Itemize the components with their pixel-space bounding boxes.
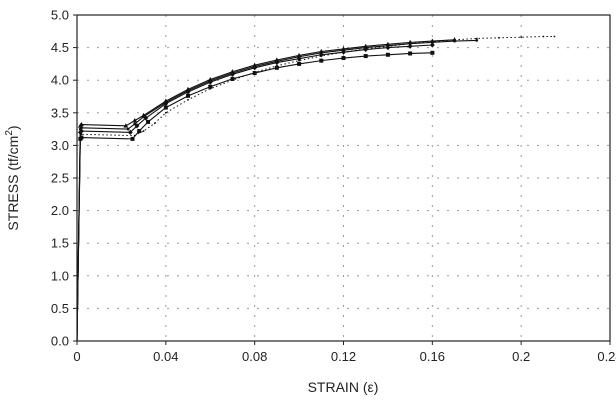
data-point-dot <box>186 89 190 93</box>
data-point-dot <box>275 64 278 67</box>
data-point-diamond <box>127 129 133 135</box>
data-point-dot <box>231 79 234 82</box>
data-point-dot <box>253 71 256 74</box>
data-point-dot <box>133 122 137 126</box>
data-point-square <box>363 54 368 59</box>
y-tick-label: 3.0 <box>51 138 69 153</box>
data-point-dot <box>409 42 412 45</box>
grid <box>77 15 610 341</box>
data-point-dot <box>275 59 279 63</box>
data-point-dot <box>342 51 345 54</box>
data-point-dot <box>231 71 234 75</box>
data-point-dot <box>453 39 456 43</box>
data-point-dot <box>553 35 556 38</box>
data-point-dot <box>80 126 83 130</box>
data-point-diamond <box>407 43 413 49</box>
data-point-dot <box>79 134 82 137</box>
data-point-square <box>385 52 390 57</box>
y-axis-label-superscript: 2 <box>4 130 15 136</box>
data-point-square <box>274 65 279 70</box>
data-series-group <box>76 35 556 342</box>
data-point-dot <box>475 37 478 40</box>
data-point-triangle <box>123 123 129 128</box>
data-point-diamond <box>143 115 149 121</box>
data-point-triangle <box>132 118 138 123</box>
data-point-square <box>130 136 135 141</box>
data-point-dot <box>298 59 300 62</box>
data-point-dot <box>133 134 136 137</box>
y-tick-label: 2.5 <box>51 171 69 186</box>
tick-labels: 0.0 0.5 1.0 1.5 2.0 2.5 3.0 3.5 4.0 4.5 5.0 0 0.04 0.… <box>51 8 616 365</box>
data-point-dot <box>498 36 500 39</box>
y-tick-label: 4.5 <box>51 40 69 55</box>
data-point-dot <box>319 51 323 55</box>
data-point-dot <box>453 38 456 41</box>
data-point-square <box>230 76 235 81</box>
y-tick-label: 4.0 <box>51 73 69 88</box>
data-point-dot <box>364 46 368 49</box>
data-point-dot <box>431 40 434 43</box>
data-point-square <box>137 129 142 134</box>
data-point-dot <box>475 39 479 42</box>
data-point-dot <box>364 48 367 50</box>
data-point-dot <box>387 45 389 48</box>
axes <box>73 14 611 345</box>
data-point-dot <box>320 55 323 57</box>
data-point-dot <box>542 35 545 38</box>
data-point-dot <box>208 79 212 83</box>
y-tick-label: 0.5 <box>51 301 69 316</box>
data-point-dot <box>253 65 257 68</box>
plot-frame <box>76 14 611 342</box>
y-axis-label-prefix: STRESS (tf/cm <box>5 136 21 231</box>
data-point-dot <box>142 115 146 119</box>
data-point-dot <box>142 130 145 132</box>
data-point-square <box>408 51 413 56</box>
data-point-square <box>341 56 346 61</box>
data-point-square <box>79 135 84 140</box>
data-point-dot <box>520 36 523 39</box>
x-axis-label: STRAIN (ε) <box>308 379 379 395</box>
data-point-dot <box>164 111 167 114</box>
y-tick-label: 5.0 <box>51 8 69 23</box>
data-point-dot <box>80 133 83 136</box>
y-tick-label: 3.5 <box>51 105 69 120</box>
y-axis-label: STRESS (tf/cm2) <box>4 125 21 230</box>
data-point-dot <box>209 87 212 90</box>
y-tick-label: 0.0 <box>51 334 69 349</box>
series-line-2 <box>76 39 455 342</box>
data-point-square <box>208 84 213 89</box>
x-tick-label: 0.2 <box>512 349 530 364</box>
data-point-square <box>430 50 435 55</box>
y-tick-label: 1.0 <box>51 268 69 283</box>
x-tick-label: 0 <box>73 349 80 364</box>
y-tick-label: 1.5 <box>51 236 69 251</box>
data-point-dot <box>164 100 168 104</box>
data-point-dot <box>126 127 130 131</box>
y-tick-label: 2.0 <box>51 203 69 218</box>
data-point-diamond <box>429 42 435 48</box>
data-point-square <box>297 61 302 66</box>
y-axis-label-suffix: ) <box>5 125 21 130</box>
data-point-dot <box>342 48 345 52</box>
data-point-triangle <box>79 121 84 127</box>
data-point-dot <box>297 55 301 59</box>
data-point-dot <box>187 98 189 101</box>
x-tick-label: 0.24 <box>597 349 616 364</box>
data-point-square <box>163 105 168 110</box>
data-point-dot <box>153 122 156 125</box>
data-point-square <box>146 119 151 124</box>
x-tick-label: 0.04 <box>153 349 178 364</box>
x-tick-label: 0.12 <box>331 349 356 364</box>
data-point-square <box>319 58 324 63</box>
data-point-square <box>186 93 191 98</box>
x-tick-label: 0.08 <box>242 349 267 364</box>
x-tick-label: 0.16 <box>420 349 445 364</box>
